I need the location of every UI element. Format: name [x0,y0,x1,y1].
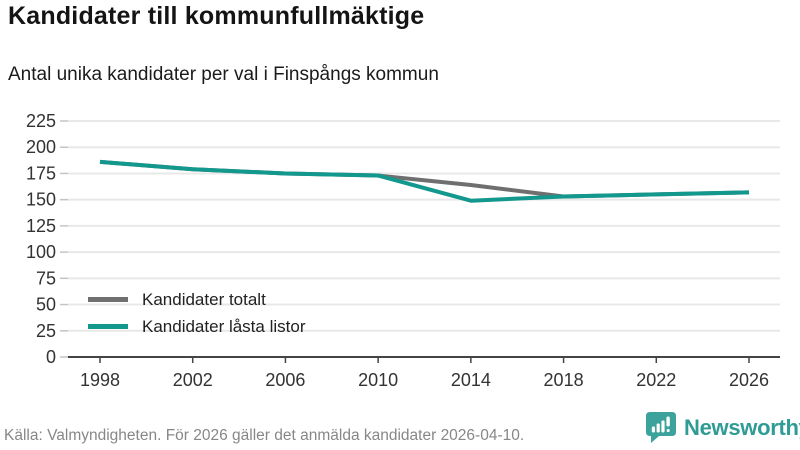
legend-swatch-totalt [88,297,128,302]
svg-text:2014: 2014 [451,370,491,390]
svg-text:2002: 2002 [173,370,213,390]
svg-text:2010: 2010 [358,370,398,390]
svg-text:2026: 2026 [729,370,769,390]
svg-text:2018: 2018 [544,370,584,390]
svg-text:50: 50 [36,295,56,315]
svg-text:200: 200 [26,137,56,157]
svg-text:125: 125 [26,216,56,236]
legend-swatch-lasta-listor [88,324,128,329]
svg-text:225: 225 [26,111,56,131]
svg-text:2006: 2006 [265,370,305,390]
source-note: Källa: Valmyndigheten. För 2026 gäller d… [4,427,525,444]
svg-text:175: 175 [26,163,56,183]
chart-title: Kandidater till kommunfullmäktige [8,2,425,30]
newsworthy-bubble-chart-icon [646,412,676,443]
newsworthy-wordmark: Newsworthy [684,414,800,440]
line-chart-canvas: 0 25 50 75 100 125 150 175 200 225 1998 2002 2006 201… [26,111,780,390]
svg-text:75: 75 [36,268,56,288]
legend-item-lasta-listor: Kandidater låsta listor [88,313,305,340]
legend-label-totalt: Kandidater totalt [142,289,266,309]
legend-label-lasta-listor: Kandidater låsta listor [142,316,306,336]
svg-text:150: 150 [26,190,56,210]
chart-subtitle: Antal unika kandidater per val i Finspån… [8,64,439,85]
svg-text:1998: 1998 [80,370,120,390]
svg-text:0: 0 [46,347,56,367]
newsworthy-logo: Newsworthy [645,411,800,444]
legend-item-totalt: Kandidater totalt [88,286,305,313]
chart-legend: Kandidater totalt Kandidater låsta listo… [88,286,305,340]
svg-text:2022: 2022 [636,370,676,390]
svg-text:100: 100 [26,242,56,262]
svg-text:25: 25 [36,321,56,341]
